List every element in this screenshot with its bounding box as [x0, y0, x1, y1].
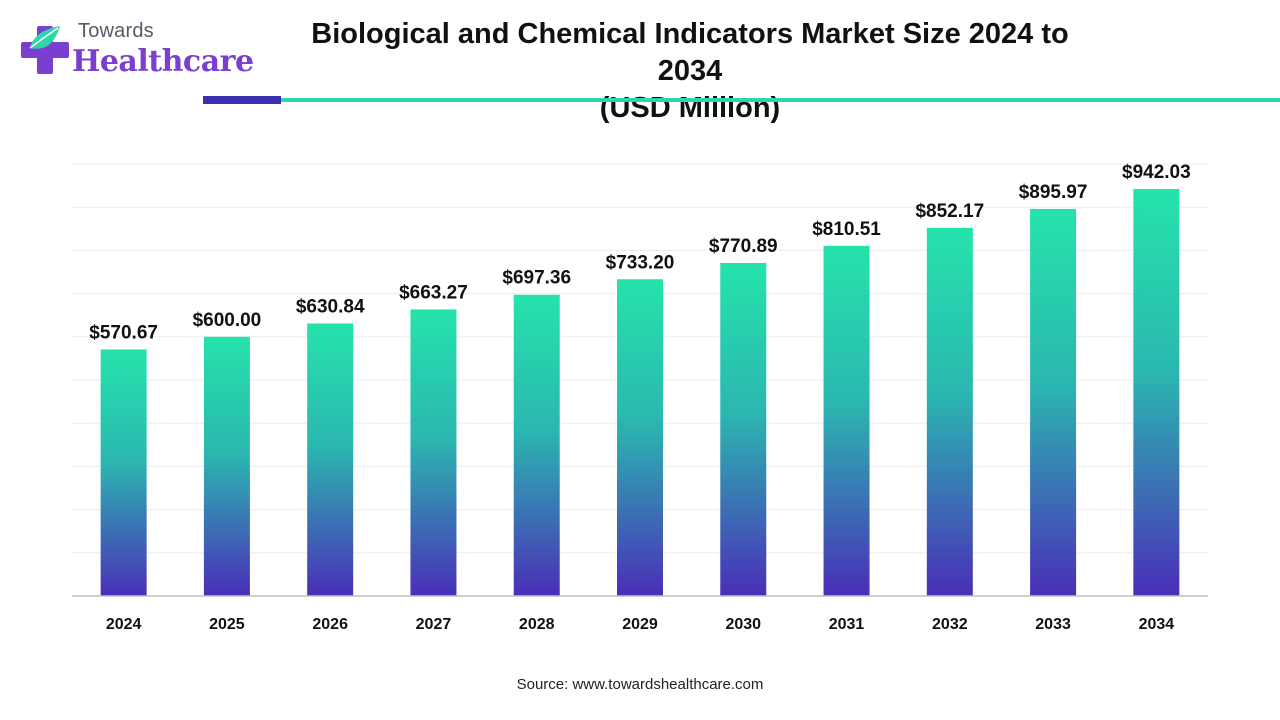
brand-logo: Towards Healthcare: [20, 18, 254, 84]
value-label-2028: $697.36: [502, 268, 571, 289]
x-tick-label-2028: 2028: [519, 616, 555, 633]
bar-2029: [617, 279, 663, 596]
value-label-2026: $630.84: [296, 296, 365, 317]
x-tick-label-2034: 2034: [1139, 616, 1175, 633]
bar-2027: [410, 309, 457, 596]
header-rule-accent: [203, 96, 281, 104]
value-label-2031: $810.51: [812, 219, 881, 240]
x-tick-label-2024: 2024: [106, 616, 142, 633]
x-tick-labels: 2024 2025 2026 2027 2028 2029 2030 2031 2032 2033…: [106, 616, 1174, 633]
bar-2024: [100, 349, 147, 596]
bars: [100, 189, 1180, 597]
bar-2030: [720, 262, 767, 596]
value-label-2033: $895.97: [1019, 182, 1088, 203]
value-label-2032: $852.17: [915, 201, 984, 222]
bar-2026: [307, 323, 354, 596]
value-labels: $570.67 $600.00 $630.84 $663.27 $697.36 $733.…: [89, 162, 1190, 343]
chart-title: Biological and Chemical Indicators Marke…: [300, 16, 1080, 127]
bar-2033: [1030, 208, 1077, 596]
bar-2025: [203, 336, 250, 596]
bar-2028: [513, 294, 560, 596]
x-tick-label-2027: 2027: [416, 616, 452, 633]
x-tick-label-2031: 2031: [829, 616, 865, 633]
header-rule: [281, 98, 1280, 102]
value-label-2034: $942.03: [1122, 162, 1191, 183]
x-tick-label-2033: 2033: [1035, 616, 1071, 633]
value-label-2029: $733.20: [606, 252, 675, 273]
source-note: Source: www.towardshealthcare.com: [516, 676, 764, 693]
x-tick-label-2032: 2032: [932, 616, 968, 633]
x-tick-label-2026: 2026: [312, 616, 348, 633]
brand-name-top: Towards: [78, 20, 154, 42]
brand-name-main: Healthcare: [72, 44, 254, 79]
x-tick-label-2025: 2025: [209, 616, 245, 633]
bar-2034: [1133, 189, 1180, 597]
bar-2032: [926, 227, 973, 597]
x-tick-label-2029: 2029: [622, 616, 658, 633]
chart-title-line1: Biological and Chemical Indicators Marke…: [311, 18, 1069, 87]
value-label-2024: $570.67: [89, 322, 158, 343]
bar-2031: [823, 245, 870, 596]
medical-cross-leaf-icon: [21, 26, 69, 74]
chart-title-line2: (USD Million): [599, 92, 781, 124]
value-label-2027: $663.27: [399, 282, 468, 303]
value-label-2025: $600.00: [193, 310, 262, 331]
value-label-2030: $770.89: [709, 236, 778, 257]
x-tick-label-2030: 2030: [725, 616, 761, 633]
